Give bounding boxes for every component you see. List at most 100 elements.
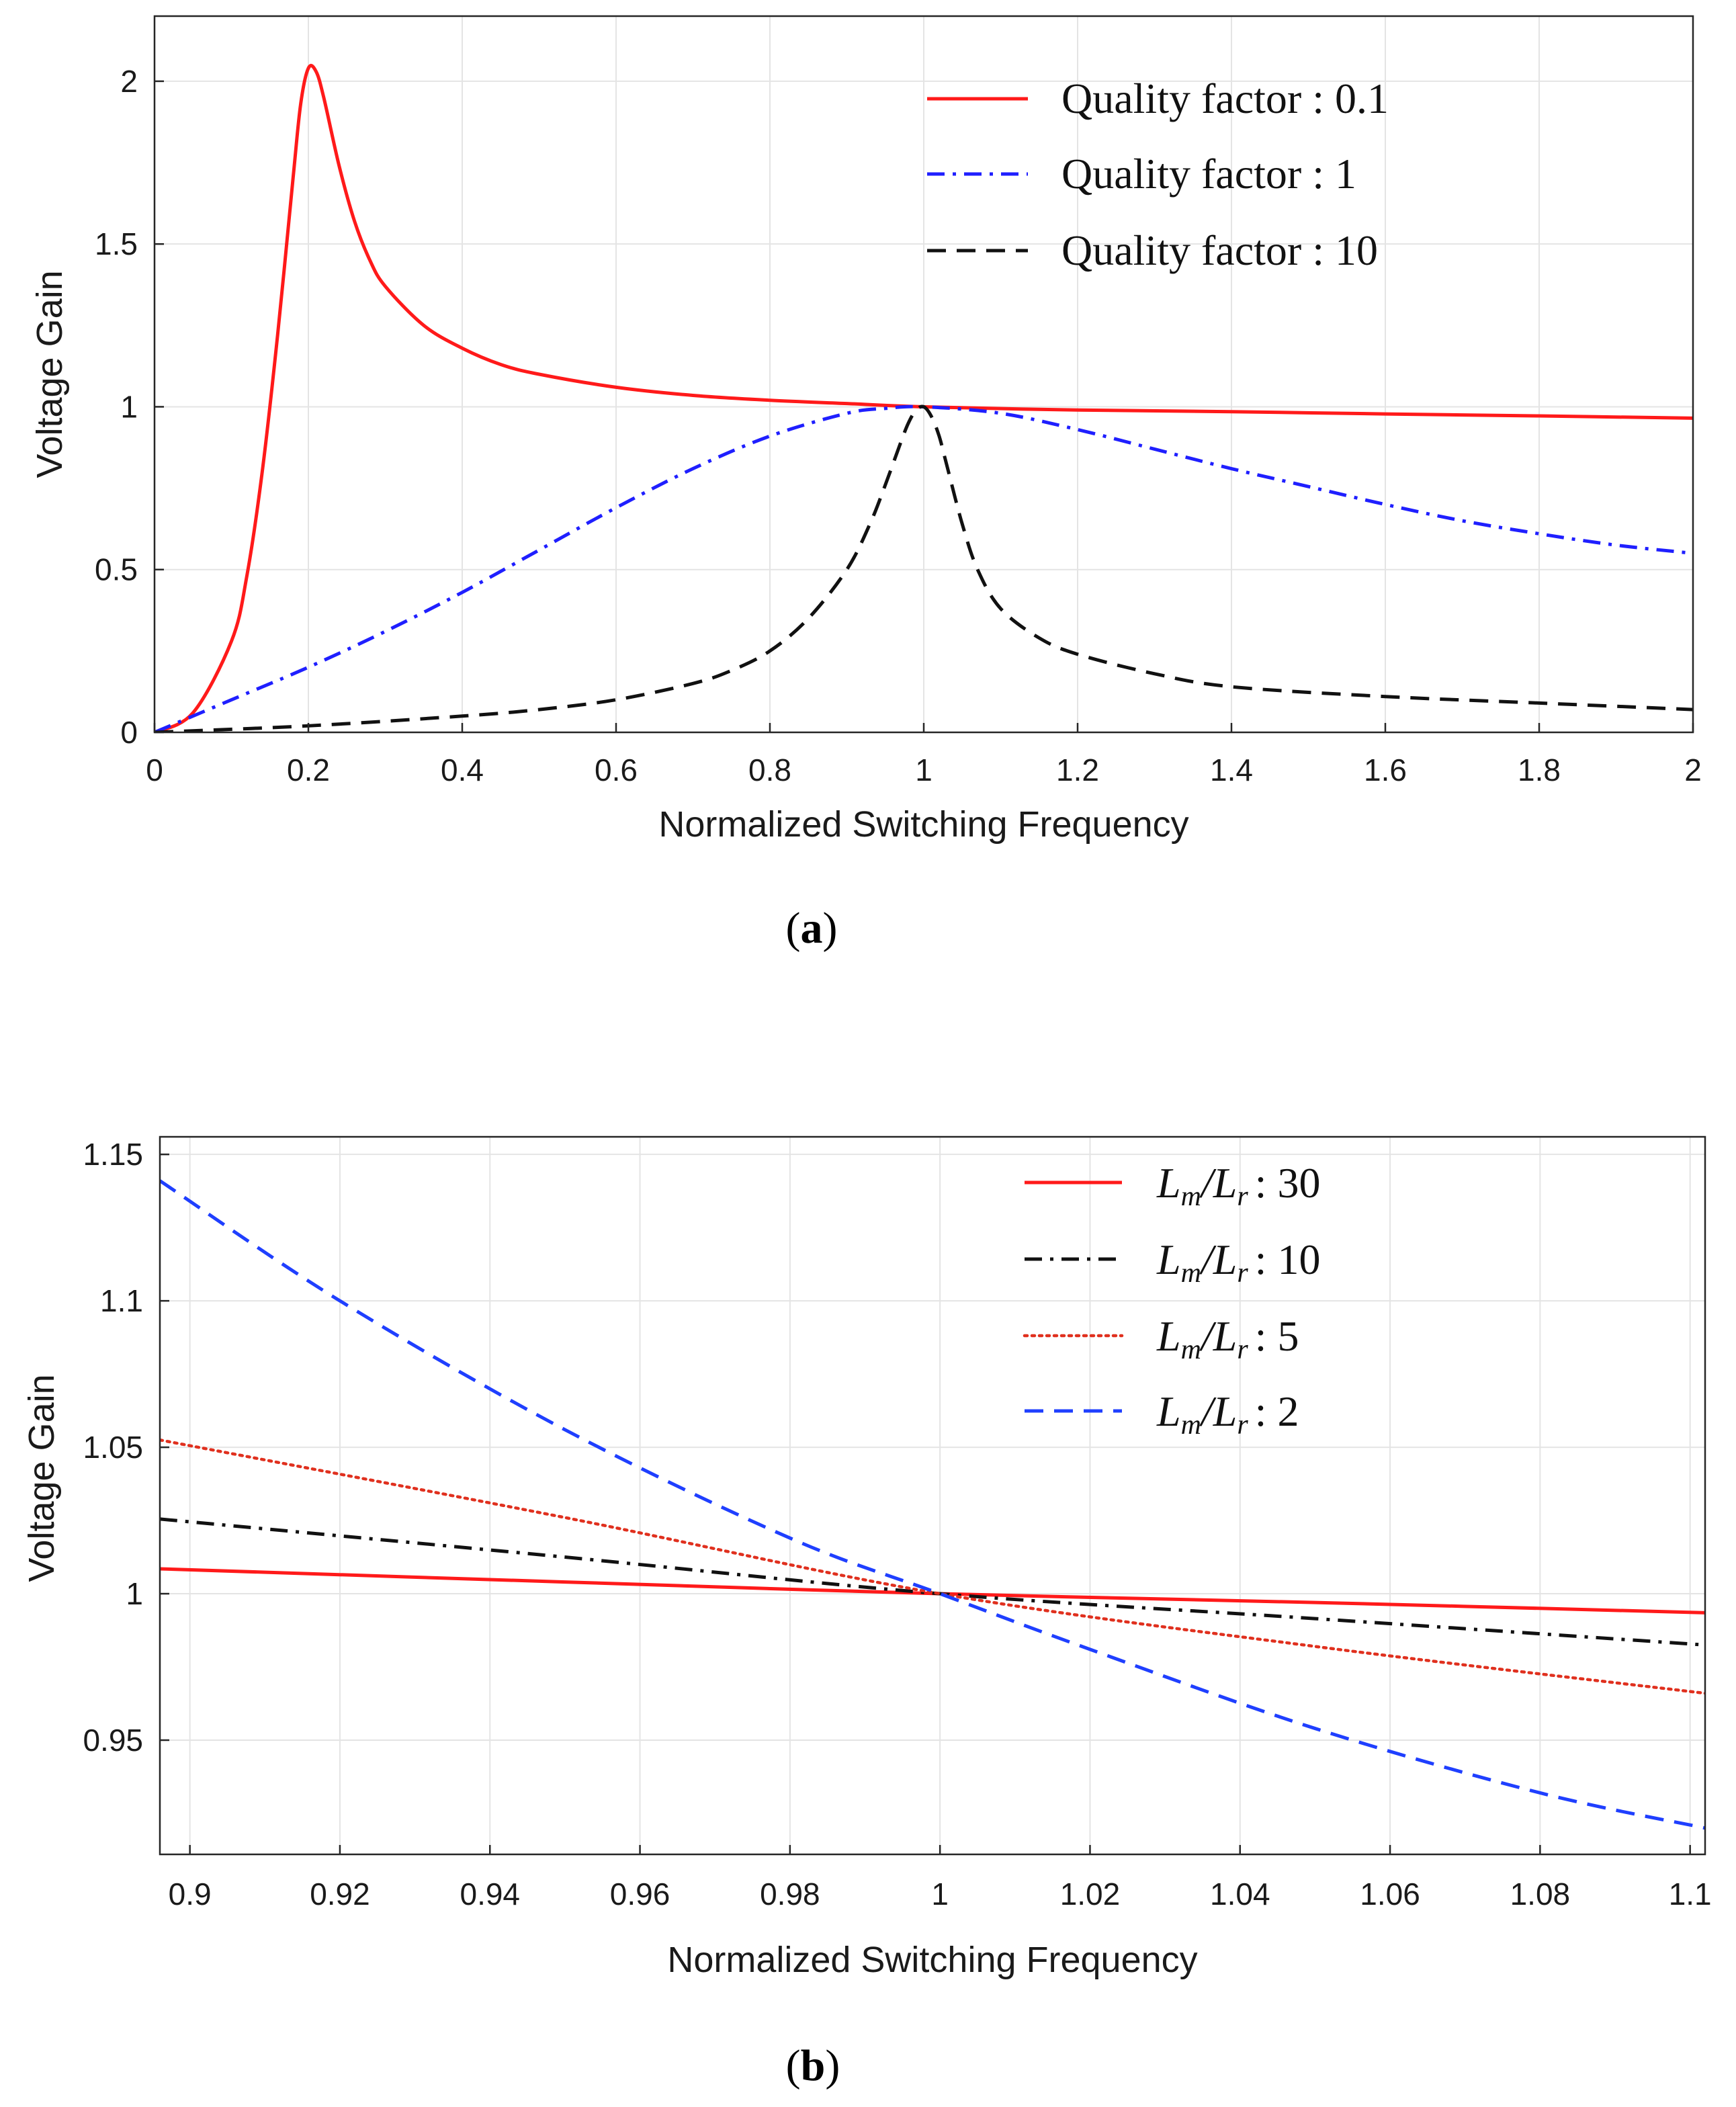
panel-b-y-tick-label: 1.1	[100, 1283, 143, 1318]
panel-b-series-group	[160, 1179, 1705, 1830]
legend-label-lm-lr-5: Lm/Lr: 5	[1156, 1312, 1299, 1365]
panel-a-x-axis-label: Normalized Switching Frequency	[658, 804, 1188, 845]
legend-label-lm-lr-30-sub2: r	[1237, 1181, 1248, 1212]
panel-b-y-axis-label: Voltage Gain	[21, 1374, 62, 1582]
legend-label-lm-lr-10: Lm/Lr: 10	[1156, 1236, 1320, 1289]
legend-label-quality-10-prefix: Quality factor	[1061, 226, 1301, 274]
legend-label-lm-lr-10-sub2: r	[1237, 1258, 1248, 1289]
panel-a-y-tick-label: 2	[120, 64, 138, 99]
panel-b-x-tick-label: 0.94	[460, 1877, 520, 1911]
panel-a-y-tick-label: 0.5	[95, 552, 138, 587]
panel-b-x-tick-label: 0.96	[610, 1877, 670, 1911]
legend-label-quality-0-1-prefix: Quality factor	[1061, 75, 1301, 122]
legend-label-lm-lr-2-value: : 2	[1255, 1387, 1299, 1435]
legend-label-lm-lr-2-l2: /L	[1199, 1387, 1237, 1435]
panel-a-series-line-quality-factor-0-1	[155, 64, 1693, 732]
panel-a-y-tick-label: 1	[120, 389, 138, 424]
legend-label-lm-lr-5-l2: /L	[1199, 1312, 1237, 1360]
panel-a-x-tick-label: 0	[146, 752, 163, 787]
panel-a-x-tick-label: 0.8	[748, 752, 791, 787]
panel-b-y-tick-label: 1.05	[83, 1430, 143, 1465]
legend-label-lm-lr-5-l1: L	[1156, 1312, 1181, 1360]
panel-a-x-tick-label: 0.2	[287, 752, 330, 787]
panel-b-y-tick-label: 1.15	[83, 1137, 143, 1172]
panel-b-caption-letter: b	[801, 2041, 826, 2090]
panel-a-y-tick-label: 0	[120, 715, 138, 750]
panel-b-x-tick-label: 0.92	[310, 1877, 370, 1911]
panel-b-legend: Lm/Lr: 30 Lm/Lr: 10 Lm/Lr: 5 Lm/Lr: 2	[1023, 1159, 1320, 1440]
legend-label-quality-1-value: : 1	[1312, 150, 1356, 198]
panel-a-x-tick-label: 1.4	[1210, 752, 1253, 787]
legend-entry-lm-lr-2: Lm/Lr: 2	[1025, 1387, 1299, 1440]
legend-label-quality-0-1-value: : 0.1	[1312, 75, 1389, 122]
legend-label-lm-lr-5-sub2: r	[1237, 1334, 1248, 1365]
panel-a-x-tick-label: 1	[915, 752, 932, 787]
panel-b-x-tick-label: 0.9	[169, 1877, 212, 1911]
legend-label-lm-lr-30: Lm/Lr: 30	[1156, 1159, 1320, 1212]
legend-label-lm-lr-30-l2: /L	[1199, 1159, 1237, 1207]
panel-b-x-tick-label: 0.98	[760, 1877, 820, 1911]
legend-label-lm-lr-5-sub1: m	[1181, 1334, 1201, 1365]
panel-a-series-line-quality-factor-10	[155, 404, 1693, 732]
legend-label-lm-lr-10-l1: L	[1156, 1236, 1181, 1283]
panel-b-x-tick-label: 1.04	[1210, 1877, 1270, 1911]
panel-a-x-tick-label: 1.8	[1518, 752, 1561, 787]
panel-a-caption-letter: a	[801, 904, 823, 953]
panel-b-x-tick-label: 1.02	[1060, 1877, 1121, 1911]
panel-b-grid	[160, 1137, 1705, 1854]
legend-label-lm-lr-2-sub1: m	[1181, 1410, 1201, 1440]
legend-label-quality-1: Quality factor : 1	[1061, 150, 1356, 198]
panel-a-legend: Quality factor : 0.1 Quality factor : 1 …	[927, 75, 1389, 274]
panel-b-series-line-lm-lr-2	[160, 1179, 1705, 1830]
panel-b-y-tick-label: 0.95	[83, 1723, 143, 1758]
panel-a-x-tick-label: 2	[1684, 752, 1702, 787]
panel-b-x-axis-label: Normalized Switching Frequency	[667, 1940, 1197, 1980]
panel-b-chart: 0.9 0.92 0.94 0.96 0.98 1 1.02 1.04 1.06 1.08 1.1 …	[21, 1135, 1712, 2090]
legend-label-quality-10: Quality factor : 10	[1061, 226, 1378, 274]
legend-label-lm-lr-2: Lm/Lr: 2	[1156, 1387, 1299, 1440]
legend-label-lm-lr-2-sub2: r	[1237, 1410, 1248, 1440]
panel-b-axes-frame	[159, 1135, 1706, 1856]
legend-label-lm-lr-10-value: : 10	[1255, 1236, 1321, 1283]
panel-b-x-tick-label: 1	[931, 1877, 949, 1911]
legend-label-lm-lr-30-sub1: m	[1181, 1181, 1201, 1212]
panel-b-x-tick-label: 1.06	[1360, 1877, 1420, 1911]
panel-b-series-line-lm-lr-10	[160, 1517, 1705, 1647]
panel-a-x-ticks: 0 0.2 0.4 0.6 0.8 1 1.2 1.4 1.6 1.8 2	[146, 723, 1702, 787]
legend-label-lm-lr-30-l1: L	[1156, 1159, 1181, 1207]
panel-b-series-line-lm-lr-5	[160, 1438, 1705, 1695]
legend-entry-lm-lr-30: Lm/Lr: 30	[1025, 1159, 1320, 1212]
legend-label-lm-lr-30-value: : 30	[1255, 1159, 1321, 1207]
panel-a-x-tick-label: 1.6	[1364, 752, 1407, 787]
panel-b-plot-area	[160, 1137, 1705, 1854]
panel-a-x-tick-label: 0.6	[595, 752, 638, 787]
panel-a-series-line-quality-factor-1	[155, 404, 1693, 732]
legend-label-quality-1-prefix: Quality factor	[1061, 150, 1301, 198]
legend-entry-quality-10: Quality factor : 10	[927, 226, 1378, 274]
legend-label-lm-lr-10-sub1: m	[1181, 1258, 1201, 1289]
legend-entry-quality-1: Quality factor : 1	[927, 150, 1356, 198]
legend-entry-lm-lr-5: Lm/Lr: 5	[1023, 1312, 1299, 1365]
panel-b-y-tick-label: 1	[126, 1576, 143, 1611]
panel-a-x-tick-label: 0.4	[441, 752, 484, 787]
panel-a-caption: (a)	[786, 904, 838, 953]
panel-a-series-group	[155, 64, 1693, 732]
panel-b-x-tick-label: 1.1	[1669, 1877, 1712, 1911]
panel-a-y-ticks: 0 0.5 1 1.5 2	[95, 64, 164, 750]
legend-label-lm-lr-5-value: : 5	[1255, 1312, 1299, 1360]
legend-label-lm-lr-2-l1: L	[1156, 1387, 1181, 1435]
panel-b-x-ticks: 0.9 0.92 0.94 0.96 0.98 1 1.02 1.04 1.06 1.08 1.1	[169, 1845, 1712, 1911]
legend-label-quality-0-1: Quality factor : 0.1	[1061, 75, 1389, 122]
legend-label-lm-lr-10-l2: /L	[1199, 1236, 1237, 1283]
legend-entry-quality-0-1: Quality factor : 0.1	[927, 75, 1389, 122]
legend-label-quality-10-value: : 10	[1312, 226, 1378, 274]
panel-b-x-tick-label: 1.08	[1510, 1877, 1571, 1911]
panel-a-chart: 0 0.2 0.4 0.6 0.8 1 1.2 1.4 1.6 1.8 2 0 0.5 1 1.5 2 No…	[30, 15, 1702, 953]
panel-a-y-tick-label: 1.5	[95, 226, 138, 261]
panel-b-caption: (b)	[786, 2041, 840, 2090]
legend-entry-lm-lr-10: Lm/Lr: 10	[1025, 1236, 1320, 1289]
panel-a-x-tick-label: 1.2	[1056, 752, 1099, 787]
panel-b-y-ticks: 0.95 1 1.05 1.1 1.15	[83, 1137, 169, 1758]
panel-a-y-axis-label: Voltage Gain	[30, 270, 70, 478]
